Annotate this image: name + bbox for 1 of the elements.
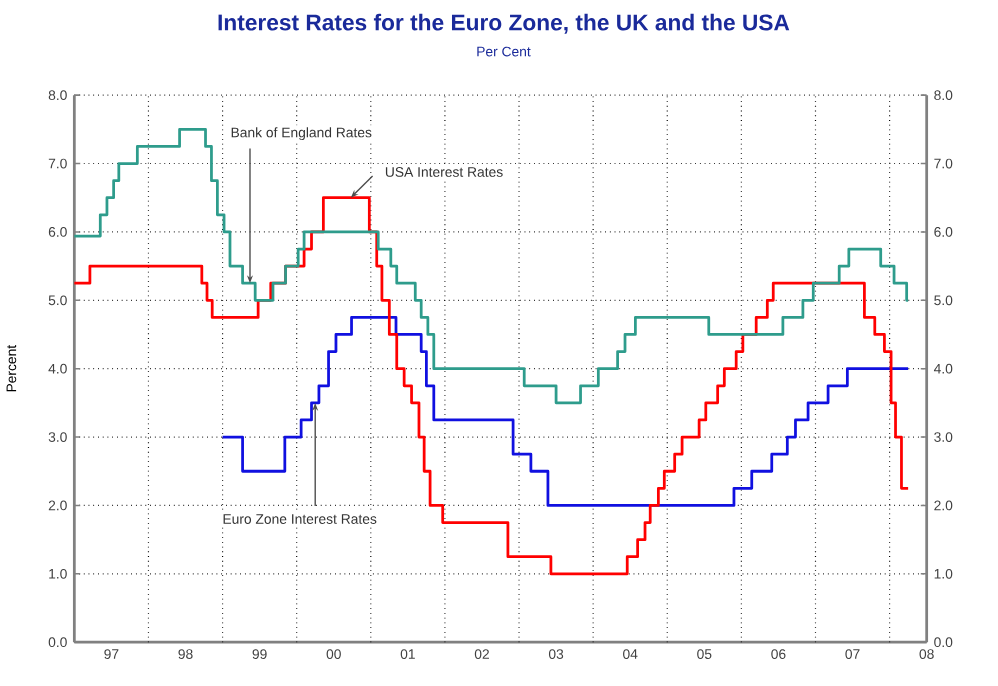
chart-title: Interest Rates for the Euro Zone, the UK and the USA <box>218 13 790 34</box>
